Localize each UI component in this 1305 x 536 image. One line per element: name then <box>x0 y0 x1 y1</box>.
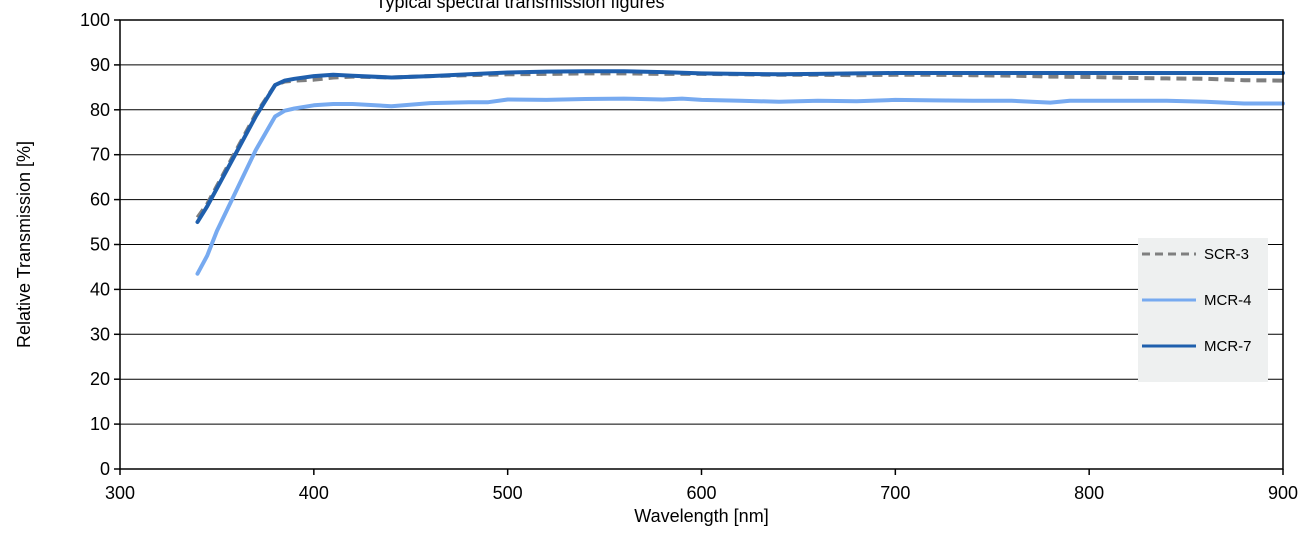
y-tick-label: 30 <box>90 324 110 344</box>
chart-title: Typical spectral transmission figures <box>375 0 664 12</box>
x-axis-ticks: 300 400 500 600 700 800 900 <box>105 469 1298 503</box>
x-tick-label: 800 <box>1074 483 1104 503</box>
legend: SCR-3 MCR-4 MCR-7 <box>1138 238 1268 382</box>
x-tick-label: 300 <box>105 483 135 503</box>
y-tick-label: 70 <box>90 145 110 165</box>
legend-label: MCR-7 <box>1204 338 1252 355</box>
y-tick-label: 10 <box>90 414 110 434</box>
y-tick-label: 20 <box>90 369 110 389</box>
x-axis-title: Wavelength [nm] <box>634 506 768 526</box>
legend-box <box>1138 238 1268 382</box>
y-tick-label: 90 <box>90 55 110 75</box>
y-axis-title: Relative Transmission [%] <box>14 141 34 348</box>
legend-label: SCR-3 <box>1204 246 1249 263</box>
y-tick-label: 60 <box>90 190 110 210</box>
y-tick-label: 40 <box>90 279 110 299</box>
x-tick-label: 700 <box>880 483 910 503</box>
x-tick-label: 400 <box>299 483 329 503</box>
y-tick-label: 100 <box>80 10 110 30</box>
series-line-mcr-4 <box>195 96 1285 276</box>
y-tick-label: 50 <box>90 235 110 255</box>
series-lines <box>195 69 1285 276</box>
gridlines <box>120 64 1283 425</box>
x-tick-label: 900 <box>1268 483 1298 503</box>
x-tick-label: 500 <box>493 483 523 503</box>
y-tick-label: 0 <box>100 459 110 479</box>
series-line-mcr-7 <box>195 69 1285 224</box>
y-axis-ticks: 0 10 20 30 40 50 60 70 80 90 100 <box>80 10 120 479</box>
y-tick-label: 80 <box>90 100 110 120</box>
x-tick-label: 600 <box>686 483 716 503</box>
legend-label: MCR-4 <box>1204 292 1252 309</box>
series-line-scr-3 <box>195 71 1284 219</box>
